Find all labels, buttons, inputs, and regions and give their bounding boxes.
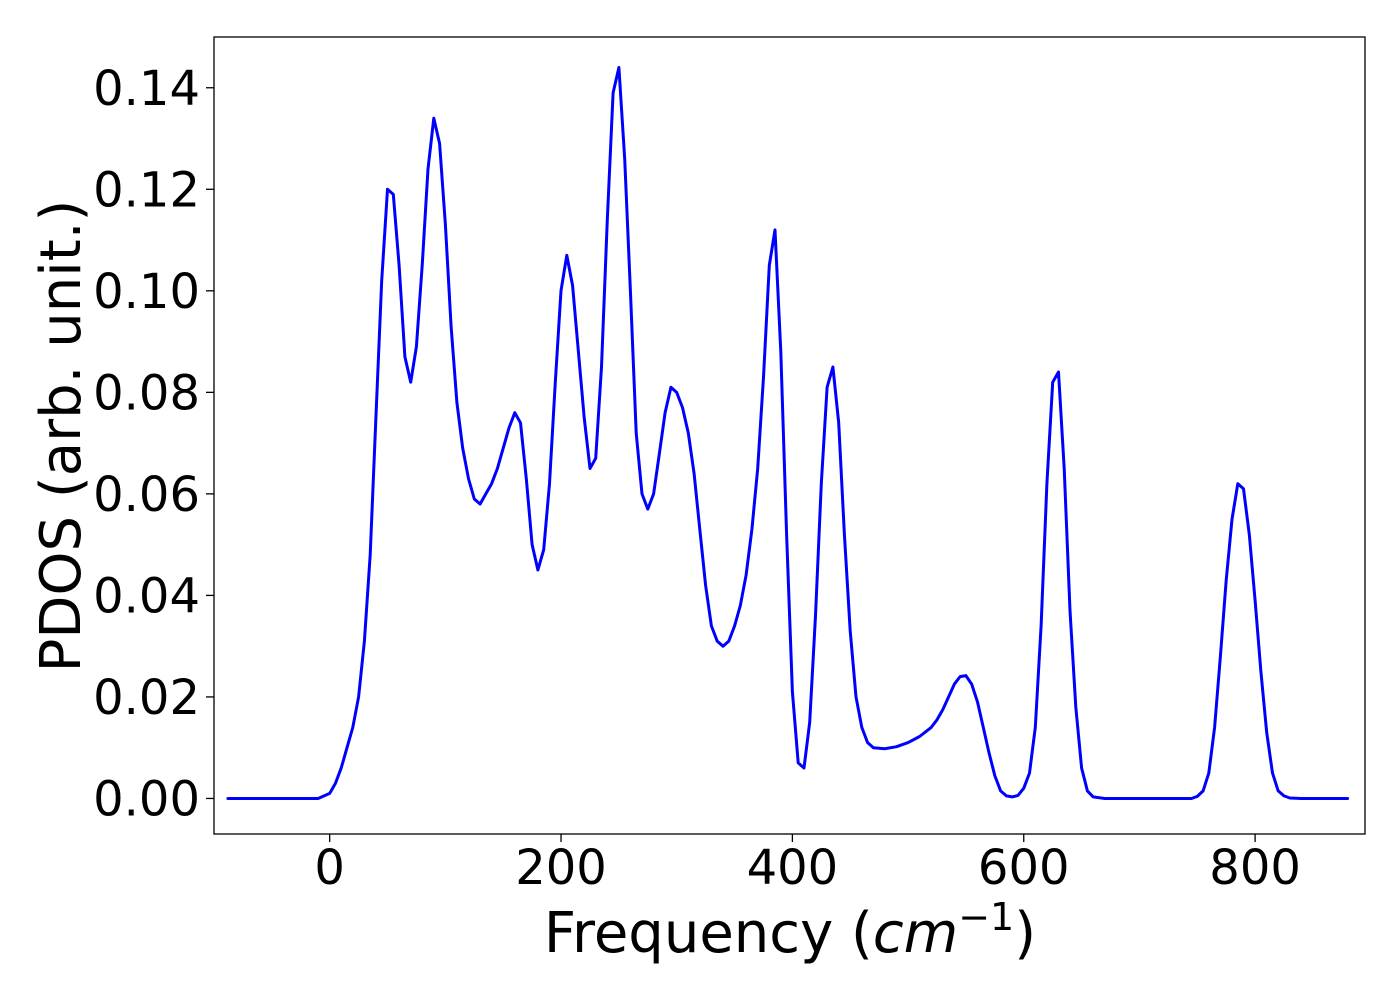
pdos-series-line — [226, 66, 1350, 800]
x-axis-label: Frequency (cm−1) — [544, 895, 1036, 966]
x-axis-ticks: 0 200 400 600 800 — [314, 834, 1301, 896]
y-tick-label: 0.02 — [93, 670, 200, 726]
y-tick-label: 0.08 — [93, 365, 200, 421]
series-layer — [226, 66, 1350, 800]
x-axis-label-prefix: Frequency ( — [544, 901, 873, 966]
x-tick-label: 800 — [1209, 840, 1301, 896]
x-tick-label: 0 — [314, 840, 345, 896]
y-axis-ticks: 0.00 0.02 0.04 0.06 0.08 0.10 0.12 0.14 — [93, 61, 214, 827]
y-tick-label: 0.04 — [93, 568, 200, 624]
y-tick-label: 0.10 — [93, 264, 200, 320]
x-tick-label: 600 — [978, 840, 1070, 896]
x-axis-label-suffix: ) — [1014, 901, 1036, 966]
x-tick-label: 400 — [747, 840, 839, 896]
plot-frame — [213, 36, 1366, 835]
y-tick-label: 0.14 — [93, 61, 200, 117]
x-axis-label-math: cm — [873, 901, 958, 966]
y-tick-label: 0.06 — [93, 467, 200, 523]
y-tick-label: 0.12 — [93, 162, 200, 218]
x-tick-label: 200 — [515, 840, 607, 896]
x-axis-label-superscript: −1 — [958, 895, 1014, 939]
y-axis-label: PDOS (arb. unit.) — [29, 200, 94, 673]
y-tick-label: 0.00 — [93, 771, 200, 827]
